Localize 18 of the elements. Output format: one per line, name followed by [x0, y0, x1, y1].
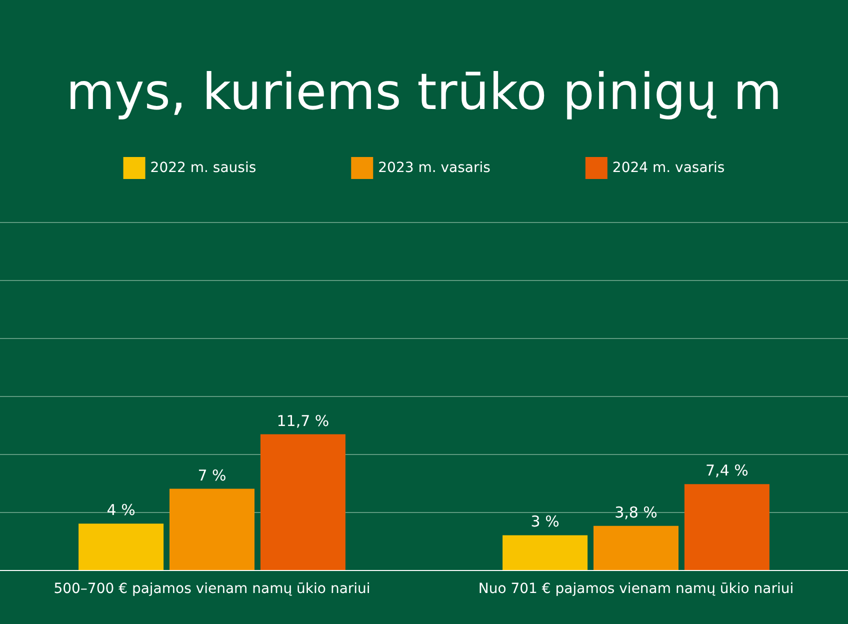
- data-label: 3 %: [530, 512, 560, 531]
- bar: [78, 524, 164, 570]
- bar: [260, 434, 346, 570]
- data-label: 3,8 %: [614, 503, 658, 522]
- bar: [170, 488, 254, 570]
- legend-label: 2023 m. vasaris: [378, 160, 490, 176]
- data-label: 4 %: [106, 501, 136, 520]
- x-tick-label: Nuo 701 € pajamos vienam namų ūkio nariui: [478, 581, 794, 597]
- data-label: 7,4 %: [706, 462, 748, 480]
- chart-title: mys, kuriems trūko pinigų m: [66, 63, 782, 121]
- legend-label: 2022 m. sausis: [150, 160, 256, 176]
- data-label: 7 %: [198, 466, 226, 484]
- data-label: 11,7 %: [276, 412, 330, 430]
- x-tick-label: 500–700 € pajamos vienam namų ūkio nariui: [54, 581, 370, 597]
- bar: [684, 484, 770, 570]
- bar: [594, 526, 678, 570]
- bar: [502, 535, 588, 570]
- legend-label: 2024 m. vasaris: [612, 160, 725, 176]
